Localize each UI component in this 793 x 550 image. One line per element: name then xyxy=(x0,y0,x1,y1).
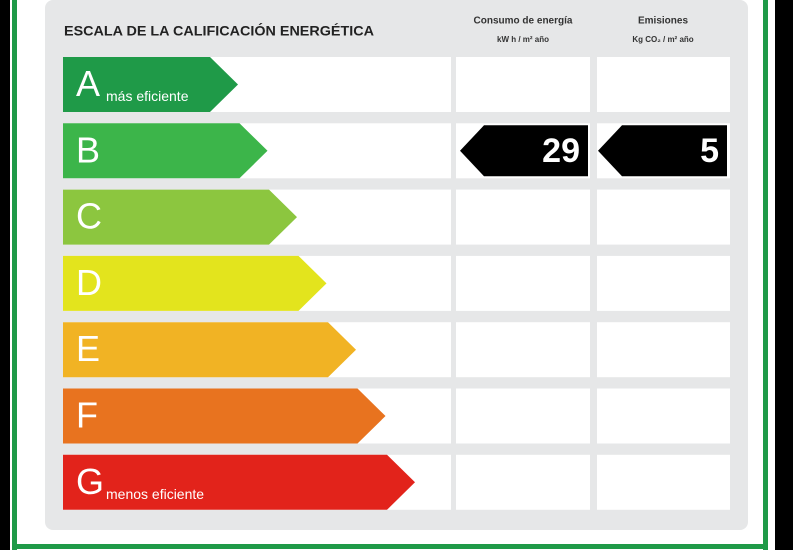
row-cell xyxy=(597,454,730,510)
rating-arrow xyxy=(63,255,327,311)
row-cell xyxy=(597,57,730,112)
border xyxy=(763,0,768,550)
rating-arrow xyxy=(63,57,238,112)
rating-letter: C xyxy=(76,196,102,237)
rating-arrow xyxy=(63,454,415,510)
row-cell xyxy=(456,189,590,245)
rating-letter: B xyxy=(76,129,100,170)
rating-letter: G xyxy=(76,461,104,502)
rating-letter: E xyxy=(76,328,100,369)
row-cell xyxy=(597,388,730,444)
rating-letter: A xyxy=(76,63,100,104)
rating-note: menos eficiente xyxy=(106,486,204,502)
rating-arrow xyxy=(63,123,268,179)
rating-note: más eficiente xyxy=(106,88,189,104)
border xyxy=(12,544,768,549)
rating-letter: F xyxy=(76,395,98,436)
result-arrow xyxy=(598,125,727,177)
column-title: Emisiones xyxy=(638,16,688,27)
title: ESCALA DE LA CALIFICACIÓN ENERGÉTICA xyxy=(64,22,374,39)
result-arrow xyxy=(460,125,588,177)
column-unit: kW h / m² año xyxy=(497,35,549,44)
rating-letter: D xyxy=(76,262,102,303)
row-cell xyxy=(456,454,590,510)
row-cell xyxy=(456,57,590,112)
row-cell xyxy=(597,255,730,311)
result-value: 29 xyxy=(542,132,580,170)
result-value: 5 xyxy=(700,132,719,170)
row-cell xyxy=(597,322,730,378)
border xyxy=(12,0,17,550)
rating-arrow xyxy=(63,189,297,245)
row-cell xyxy=(456,388,590,444)
rating-arrow xyxy=(63,322,356,378)
rating-arrow xyxy=(63,388,386,444)
column-title: Consumo de energía xyxy=(474,16,573,27)
row-cell xyxy=(456,255,590,311)
row-cell xyxy=(456,322,590,378)
row-cell xyxy=(597,189,730,245)
column-unit: Kg CO₂ / m² año xyxy=(632,35,693,44)
